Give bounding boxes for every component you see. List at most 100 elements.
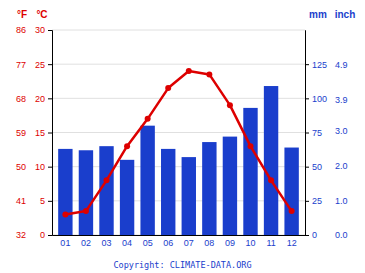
axis-title: °C [36, 9, 47, 20]
tick-label: 32 [16, 230, 26, 240]
tick: 100 [305, 94, 327, 104]
tick-label: 0 [312, 230, 317, 240]
tick-label: 3.0 [335, 126, 348, 136]
tick: 25 [35, 60, 52, 70]
tick-mark [48, 30, 52, 31]
tick-label: 41 [16, 196, 26, 206]
tick: 12 [287, 235, 297, 248]
bar [161, 149, 175, 235]
bar [140, 126, 154, 235]
tick-label: 77 [16, 60, 26, 70]
tick: 09 [225, 235, 235, 248]
tick: 0 [305, 230, 317, 240]
tick-mark [305, 64, 309, 65]
tick-mark [48, 133, 52, 134]
tick-mark [48, 167, 52, 168]
tick: 5 [40, 196, 52, 206]
tick: 25 [305, 196, 322, 206]
tick-label: 86 [16, 25, 26, 35]
axis-title: °F [17, 9, 27, 20]
bar [264, 86, 278, 235]
marker [165, 85, 171, 91]
tick: 20 [35, 94, 52, 104]
markers [62, 68, 294, 218]
axis-y2: 0 25 50 75 100 125 [305, 31, 327, 241]
bar [202, 142, 216, 235]
chart-svg: 324150596877860510152025300.01.02.03.03.… [0, 0, 365, 273]
axis-x: 01 02 03 04 05 06 07 08 09 10 11 12 [53, 235, 306, 248]
tick-label: 08 [204, 238, 214, 248]
tick-label: 75 [312, 128, 322, 138]
bar [120, 160, 134, 235]
tick-mark [305, 167, 309, 168]
bar [58, 149, 72, 235]
bar [182, 157, 196, 235]
grid-line [52, 30, 305, 31]
tick-label: 5 [40, 196, 45, 206]
tick-label: 100 [312, 94, 327, 104]
bar [79, 150, 93, 235]
tick-mark [48, 235, 52, 236]
tick-label: 15 [35, 128, 45, 138]
axis-y: 0 5 10 15 20 25 30 [35, 25, 53, 240]
tick: 05 [143, 235, 153, 248]
tick: 86 [16, 25, 52, 35]
marker [145, 116, 151, 122]
tick-mark [48, 98, 52, 99]
tick: 59 [16, 128, 52, 138]
axis-y3: 32415059687786 [16, 25, 53, 240]
marker [227, 102, 233, 108]
tick: 08 [204, 235, 214, 248]
marker [62, 212, 68, 218]
tick: 1.0 [305, 196, 348, 206]
tick-label: 125 [312, 60, 327, 70]
tick: 30 [35, 25, 52, 35]
tick-label: 09 [225, 238, 235, 248]
axis-line [52, 31, 53, 236]
axis-title: inch [335, 9, 356, 20]
tick-mark [48, 64, 52, 65]
marker [104, 177, 110, 183]
tick: 15 [35, 128, 52, 138]
tick: 10 [35, 162, 52, 172]
bar [99, 146, 113, 235]
tick-label: 03 [102, 238, 112, 248]
tick-label: 1.0 [335, 196, 348, 206]
axis-title: mm [309, 9, 327, 20]
tick: 32 [16, 230, 52, 240]
tick-label: 0.0 [335, 230, 348, 240]
tick: 50 [305, 162, 322, 172]
tick: 10 [245, 235, 255, 248]
tick-label: 50 [312, 162, 322, 172]
tick: 06 [163, 235, 173, 248]
tick: 50 [16, 162, 52, 172]
tick: 75 [305, 128, 322, 138]
bar [284, 148, 298, 235]
tick-label: 30 [35, 25, 45, 35]
tick-label: 07 [184, 238, 194, 248]
tick-label: 25 [35, 60, 45, 70]
axis-y4: 0.01.02.03.03.94.9 [305, 31, 348, 241]
tick-label: 0 [40, 230, 45, 240]
tick-label: 10 [245, 238, 255, 248]
axis-line [52, 31, 53, 236]
tick-label: 02 [81, 238, 91, 248]
bars [58, 86, 299, 235]
tick: 02 [81, 235, 91, 248]
marker [247, 143, 253, 149]
bar [243, 108, 257, 235]
tick-label: 50 [16, 162, 26, 172]
tick: 68 [16, 94, 52, 104]
tick: 11 [266, 235, 275, 248]
bar [223, 137, 237, 235]
marker [83, 208, 89, 214]
tick-label: 04 [122, 238, 132, 248]
tick: 0.0 [305, 230, 348, 240]
tick: 01 [60, 235, 70, 248]
tick: 77 [16, 60, 52, 70]
plot-area [58, 68, 299, 235]
tick-label: 05 [143, 238, 153, 248]
tick: 41 [16, 196, 52, 206]
line [65, 71, 291, 215]
tick-label: 2.0 [335, 161, 348, 171]
